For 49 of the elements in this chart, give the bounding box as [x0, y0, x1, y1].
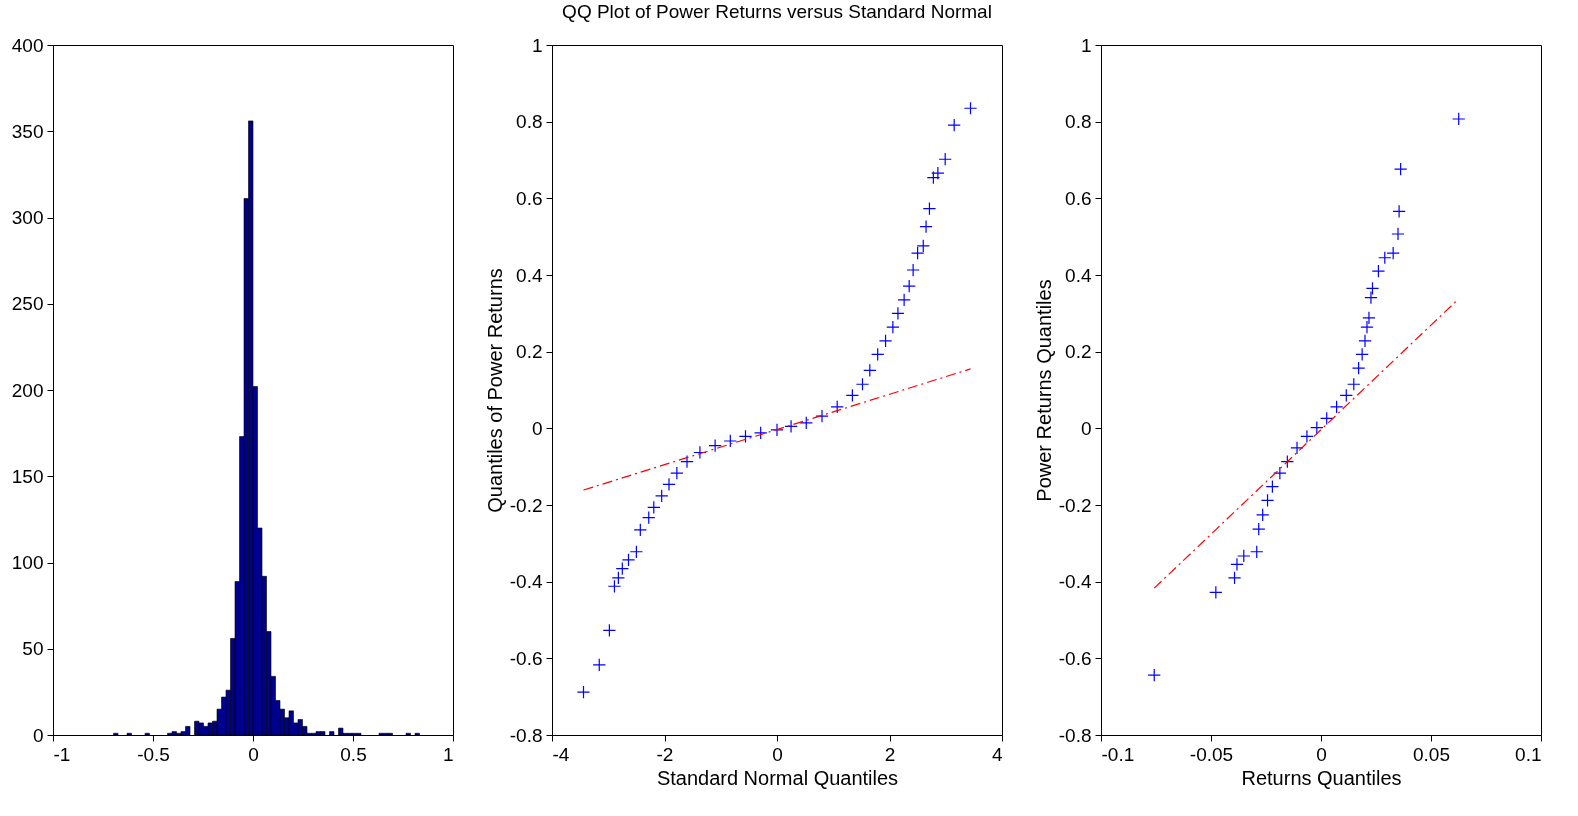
y-tick-label: 250: [11, 293, 44, 315]
y-tick-label: -0.6: [1058, 647, 1092, 669]
x-tick-label: -0.5: [137, 743, 170, 765]
y-tick-label: -0.4: [1058, 571, 1092, 593]
y-tick-label: -0.2: [1058, 494, 1092, 516]
x-tick-label: 0.1: [1515, 743, 1542, 765]
x-tick-label: -4: [552, 743, 570, 765]
y-tick-label: 350: [11, 120, 44, 142]
y-tick-label: 50: [22, 638, 44, 660]
x-tick-label: 0.5: [340, 743, 367, 765]
x-tick-label: 4: [991, 743, 1003, 765]
x-tick-label: 2: [884, 743, 896, 765]
y-axis-title: Quantiles of Power Returns: [483, 268, 506, 513]
x-axis-title: Standard Normal Quantiles: [656, 766, 899, 789]
y-tick-label: 0.8: [516, 111, 543, 133]
y-tick-label: 0.8: [1065, 111, 1092, 133]
y-tick-label: 0.4: [516, 264, 543, 286]
x-tick-label: 0: [772, 743, 783, 765]
y-tick-label: 0.2: [1065, 341, 1092, 363]
chart-title: QQ Plot of Power Returns versus Standard Normal: [562, 1, 992, 22]
y-tick-label: -0.4: [509, 571, 543, 593]
y-tick-label: 0: [32, 724, 44, 746]
y-tick-label: 150: [11, 465, 44, 487]
x-tick-label: 0: [248, 743, 259, 765]
x-tick-label: 0.05: [1413, 743, 1450, 765]
y-tick-label: -0.8: [509, 724, 543, 746]
x-tick-label: -2: [656, 743, 674, 765]
y-tick-label: 1: [1080, 34, 1092, 56]
x-tick-label: -0.05: [1189, 743, 1234, 765]
y-tick-label: 200: [11, 379, 44, 401]
y-tick-label: 100: [11, 552, 44, 573]
y-tick-label: 0.6: [1065, 187, 1092, 209]
y-tick-label: 0: [1080, 417, 1092, 439]
x-tick-label: 0: [1316, 743, 1327, 765]
y-tick-label: 0: [531, 417, 543, 439]
y-axis-title: Power Returns Quantiles: [1032, 279, 1055, 502]
x-axis-title: Returns Quantiles: [1241, 766, 1402, 789]
x-tick-label: -0.1: [1101, 743, 1135, 765]
y-tick-label: -0.2: [509, 494, 543, 516]
y-tick-label: 400: [11, 34, 44, 56]
x-tick-label: 1: [442, 743, 454, 765]
y-tick-label: -0.8: [1058, 724, 1092, 746]
y-tick-label: 0.4: [1065, 264, 1092, 286]
y-tick-label: -0.6: [509, 647, 543, 669]
x-tick-label: -1: [53, 743, 71, 765]
y-tick-label: 0.6: [516, 187, 543, 209]
y-tick-label: 1: [531, 34, 543, 56]
y-tick-label: 300: [11, 207, 44, 228]
y-tick-label: 0.2: [516, 341, 543, 363]
